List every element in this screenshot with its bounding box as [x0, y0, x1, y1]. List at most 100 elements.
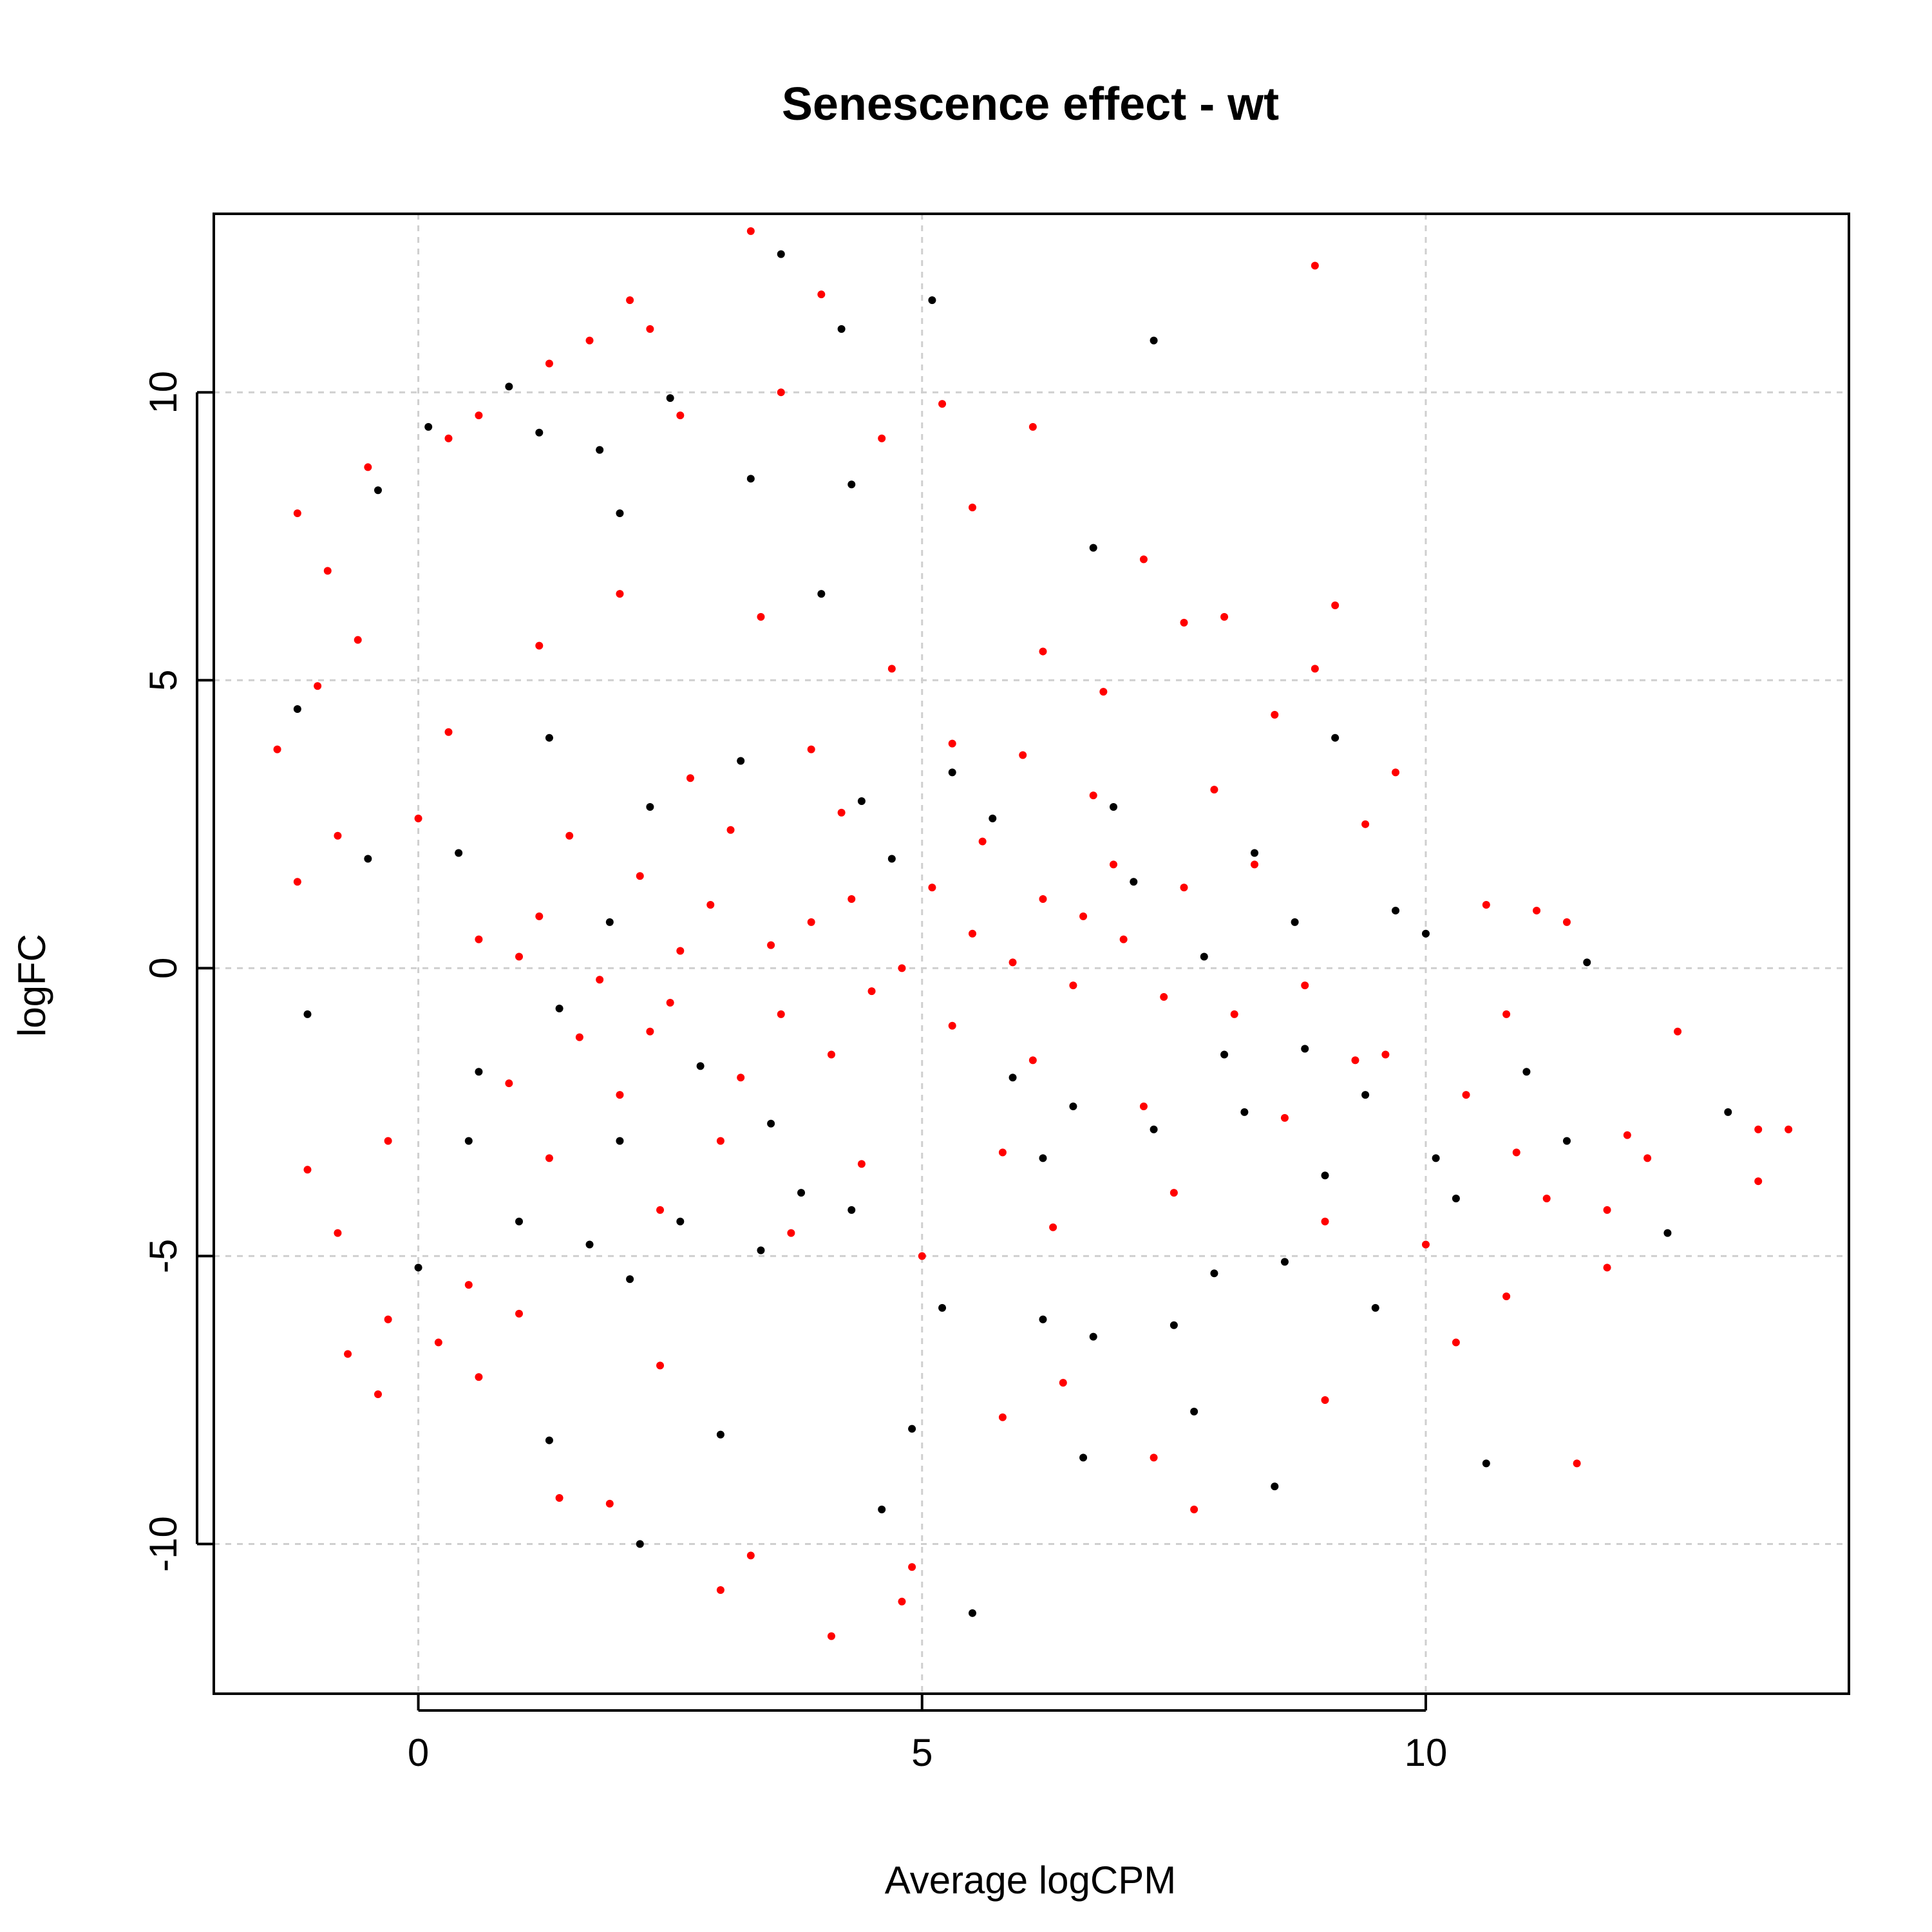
data-point	[1139, 1102, 1148, 1110]
y-tick-label: 10	[142, 371, 185, 414]
data-point	[1210, 786, 1218, 794]
data-point	[293, 705, 301, 713]
data-point	[636, 872, 644, 880]
data-point	[1009, 1074, 1017, 1082]
data-point	[837, 808, 846, 817]
data-point	[1251, 849, 1259, 857]
data-point	[354, 636, 362, 644]
data-point	[1069, 1102, 1077, 1110]
data-point	[596, 976, 604, 984]
data-point	[1019, 751, 1027, 759]
data-point	[1331, 734, 1340, 742]
data-point	[1301, 1045, 1309, 1053]
data-point	[968, 1609, 976, 1617]
data-point	[334, 831, 342, 840]
data-point	[867, 987, 876, 996]
data-point	[998, 1413, 1007, 1421]
data-point	[1421, 929, 1430, 938]
data-point	[273, 745, 281, 753]
data-point	[596, 446, 604, 454]
y-tick-label: -10	[142, 1516, 185, 1572]
data-point	[455, 849, 463, 857]
data-point	[323, 567, 332, 575]
data-point	[464, 1281, 473, 1289]
data-point	[1392, 768, 1400, 777]
data-point	[334, 1229, 342, 1237]
data-point	[827, 1632, 835, 1640]
data-point	[887, 665, 896, 673]
data-point	[1724, 1108, 1732, 1116]
data-point	[848, 895, 856, 904]
data-point	[1462, 1091, 1470, 1099]
data-point	[1512, 1148, 1520, 1157]
data-point	[1392, 906, 1400, 914]
data-point	[857, 797, 866, 806]
data-point	[475, 935, 483, 943]
data-point	[1432, 1154, 1440, 1162]
data-point	[848, 480, 856, 489]
data-point	[1643, 1154, 1652, 1162]
data-point	[1069, 981, 1077, 990]
data-point	[938, 400, 947, 408]
data-point	[293, 878, 301, 886]
data-point	[414, 814, 422, 822]
data-point	[1190, 1505, 1198, 1513]
data-point	[978, 837, 987, 846]
data-point	[535, 912, 544, 920]
data-point	[1150, 336, 1158, 345]
data-point	[1009, 958, 1017, 967]
data-point	[1130, 878, 1138, 886]
data-point	[1089, 544, 1097, 552]
data-point	[757, 612, 765, 621]
data-point	[878, 1505, 886, 1513]
data-point	[1663, 1229, 1672, 1237]
data-point	[887, 855, 896, 863]
data-point	[666, 999, 674, 1007]
data-point	[616, 1091, 624, 1099]
data-point	[505, 383, 513, 391]
data-point	[848, 1206, 856, 1214]
data-point	[1754, 1125, 1763, 1133]
data-point	[737, 757, 745, 765]
data-point	[1785, 1125, 1793, 1133]
data-point	[767, 941, 775, 949]
data-point	[616, 509, 624, 517]
data-point	[535, 641, 544, 650]
data-point	[303, 1010, 312, 1018]
data-point	[374, 486, 382, 495]
data-point	[1381, 1050, 1390, 1059]
data-point	[817, 290, 826, 299]
data-point	[1190, 1407, 1198, 1416]
data-point	[777, 388, 785, 397]
data-point	[1361, 820, 1370, 828]
data-point	[948, 1021, 956, 1030]
data-point	[656, 1361, 665, 1370]
data-point	[1160, 993, 1168, 1001]
data-point	[575, 1033, 583, 1041]
data-point	[908, 1425, 916, 1433]
data-point	[827, 1050, 835, 1059]
data-point	[1562, 918, 1571, 926]
data-point	[716, 1430, 724, 1439]
data-point	[364, 855, 372, 863]
data-point	[989, 814, 997, 822]
data-point	[1200, 952, 1208, 961]
data-point	[1150, 1125, 1158, 1133]
data-point	[475, 1068, 483, 1076]
data-point	[565, 831, 574, 840]
data-point	[1533, 906, 1541, 914]
x-tick-label: 0	[408, 1731, 429, 1774]
data-point	[1311, 261, 1319, 270]
data-point	[384, 1137, 392, 1145]
data-point	[1361, 1091, 1370, 1099]
data-point	[1674, 1027, 1682, 1036]
y-axis: -10 -5 0 5 10	[142, 371, 214, 1572]
data-point	[1230, 1010, 1238, 1018]
data-point	[585, 336, 594, 345]
data-point	[1573, 1459, 1581, 1468]
data-point	[777, 1010, 785, 1018]
data-point	[1311, 665, 1319, 673]
data-point	[1754, 1177, 1763, 1186]
data-point	[1220, 612, 1229, 621]
